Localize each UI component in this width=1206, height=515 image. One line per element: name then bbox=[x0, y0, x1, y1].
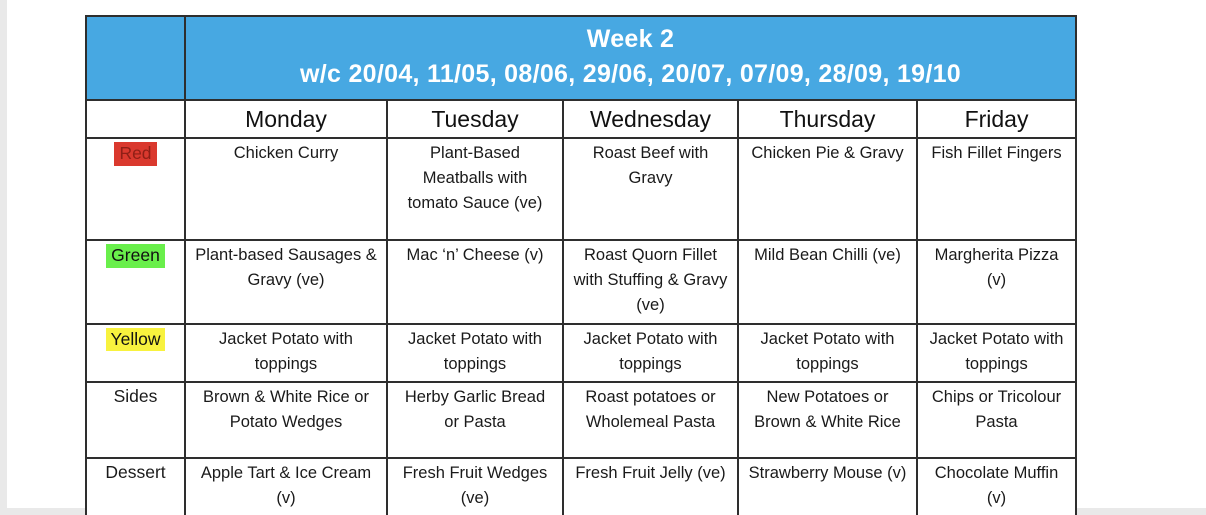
menu-cell-yellow-monday: Jacket Potato with toppings bbox=[184, 322, 388, 384]
menu-cell-yellow-wednesday: Jacket Potato with toppings bbox=[562, 322, 739, 384]
table-row-red: Red Chicken Curry Plant-Based Meatballs … bbox=[85, 137, 1078, 241]
menu-cell-dessert-wednesday: Fresh Fruit Jelly (ve) bbox=[562, 457, 739, 515]
menu-cell-green-monday: Plant-based Sausages & Gravy (ve) bbox=[184, 239, 388, 325]
week-dates: w/c 20/04, 11/05, 08/06, 29/06, 20/07, 0… bbox=[300, 60, 962, 88]
week-header-cell: Week 2 w/c 20/04, 11/05, 08/06, 29/06, 2… bbox=[183, 15, 1078, 101]
day-header-tuesday: Tuesday bbox=[386, 99, 564, 139]
menu-cell-yellow-thursday: Jacket Potato with toppings bbox=[737, 322, 918, 384]
left-edge-strip bbox=[0, 0, 7, 515]
menu-cell-sides-friday: Chips or Tricolour Pasta bbox=[915, 381, 1078, 460]
table-row-dessert: Dessert Apple Tart & Ice Cream (v) Fresh… bbox=[85, 457, 1078, 515]
header-corner-cell bbox=[85, 15, 186, 101]
row-label-yellow: Yellow bbox=[105, 327, 166, 352]
day-header-friday: Friday bbox=[915, 99, 1078, 139]
menu-cell-sides-tuesday: Herby Garlic Bread or Pasta bbox=[386, 381, 564, 460]
menu-cell-green-wednesday: Roast Quorn Fillet with Stuffing & Gravy… bbox=[562, 239, 739, 325]
menu-cell-red-friday: Fish Fillet Fingers bbox=[915, 137, 1078, 241]
menu-cell-sides-monday: Brown & White Rice or Potato Wedges bbox=[184, 381, 388, 460]
menu-cell-dessert-thursday: Strawberry Mouse (v) bbox=[737, 457, 918, 515]
table-row-sides: Sides Brown & White Rice or Potato Wedge… bbox=[85, 381, 1078, 460]
menu-cell-green-thursday: Mild Bean Chilli (ve) bbox=[737, 239, 918, 325]
day-header-wednesday: Wednesday bbox=[562, 99, 739, 139]
day-header-thursday: Thursday bbox=[737, 99, 918, 139]
weekly-menu-table: Week 2 w/c 20/04, 11/05, 08/06, 29/06, 2… bbox=[85, 15, 1078, 515]
menu-cell-dessert-monday: Apple Tart & Ice Cream (v) bbox=[184, 457, 388, 515]
menu-cell-dessert-friday: Chocolate Muffin (v) bbox=[915, 457, 1078, 515]
menu-cell-green-tuesday: Mac ‘n’ Cheese (v) bbox=[386, 239, 564, 325]
menu-cell-yellow-friday: Jacket Potato with toppings bbox=[915, 322, 1078, 384]
day-header-row: Monday Tuesday Wednesday Thursday Friday bbox=[85, 99, 1078, 139]
row-label-sides: Sides bbox=[85, 381, 186, 460]
row-label-green: Green bbox=[106, 244, 165, 268]
menu-cell-red-wednesday: Roast Beef with Gravy bbox=[562, 137, 739, 241]
week-title: Week 2 bbox=[586, 24, 675, 53]
menu-cell-green-friday: Margherita Pizza (v) bbox=[915, 239, 1078, 325]
menu-cell-yellow-tuesday: Jacket Potato with toppings bbox=[386, 322, 564, 384]
banner-row: Week 2 w/c 20/04, 11/05, 08/06, 29/06, 2… bbox=[85, 15, 1078, 101]
row-label-column-header bbox=[85, 99, 186, 139]
row-label-red: Red bbox=[114, 142, 157, 166]
table-row-green: Green Plant-based Sausages & Gravy (ve) … bbox=[85, 239, 1078, 325]
day-header-monday: Monday bbox=[184, 99, 388, 139]
row-label-cell: Green bbox=[85, 239, 186, 325]
menu-cell-red-thursday: Chicken Pie & Gravy bbox=[737, 137, 918, 241]
menu-cell-sides-thursday: New Potatoes or Brown & White Rice bbox=[737, 381, 918, 460]
row-label-cell: Red bbox=[85, 137, 186, 241]
menu-cell-red-monday: Chicken Curry bbox=[184, 137, 388, 241]
menu-cell-dessert-tuesday: Fresh Fruit Wedges (ve) bbox=[386, 457, 564, 515]
menu-cell-sides-wednesday: Roast potatoes or Wholemeal Pasta bbox=[562, 381, 739, 460]
table-row-yellow: Yellow Jacket Potato with toppings Jacke… bbox=[85, 322, 1078, 384]
menu-cell-red-tuesday: Plant-Based Meatballs with tomato Sauce … bbox=[386, 137, 564, 241]
row-label-cell: Yellow bbox=[85, 322, 186, 384]
row-label-dessert: Dessert bbox=[85, 457, 186, 515]
